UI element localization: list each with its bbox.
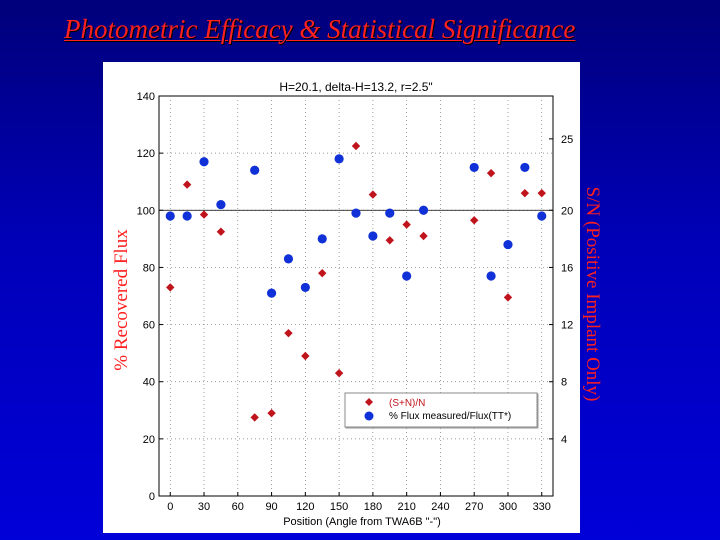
x-tick-label: 300 (499, 501, 517, 513)
flux-point (402, 271, 412, 281)
legend-sn-marker (365, 398, 373, 406)
chart-background (103, 62, 580, 533)
sn-point (267, 408, 276, 418)
x-tick-label: 270 (465, 501, 483, 513)
legend-box (344, 392, 538, 428)
sn-point (301, 351, 310, 361)
y-tick-label: 120 (137, 148, 155, 160)
flux-point (300, 282, 310, 293)
x-axis-label: Position (Angle from TWA6B "-") (283, 516, 441, 528)
y2-tick-label: 4 (561, 434, 567, 446)
flux-point (537, 211, 547, 221)
plot-area (158, 95, 554, 497)
x-tick-label: 330 (533, 501, 551, 513)
y-tick-label: 40 (143, 377, 155, 389)
flux-point (216, 199, 226, 210)
y-tick-label: 140 (137, 91, 155, 103)
y2-tick-label: 16 (561, 262, 573, 274)
y-axis-label-right: S/N (Positive Implant Only) (582, 186, 603, 402)
legend: (S+N)/N % Flux measured/Flux(TT*) (344, 392, 538, 428)
sn-point (166, 283, 175, 292)
chart-title: H=20.1, delta-H=13.2, r=2.5" (279, 80, 432, 94)
y-tick-label: 80 (143, 262, 155, 274)
flux-point (334, 154, 344, 164)
flux-point (351, 208, 361, 218)
sn-point (402, 220, 411, 229)
flux-point (385, 208, 395, 218)
sn-point (334, 368, 344, 378)
sn-point (419, 231, 428, 241)
flux-point (182, 211, 192, 221)
sn-point (199, 210, 209, 219)
flux-point (199, 157, 209, 167)
slide-title: Photometric Efficacy & Statistical Signi… (64, 14, 576, 44)
flux-point (368, 231, 378, 241)
y2-tick-label: 12 (561, 320, 573, 332)
sn-point (537, 188, 546, 198)
y2-tick-label: 8 (561, 377, 567, 389)
flux-point (283, 254, 294, 264)
sn-point (486, 168, 496, 178)
legend-flux-label: % Flux measured/Flux(TT*) (389, 411, 511, 422)
flux-point (469, 162, 479, 173)
x-tick-label: 150 (330, 501, 348, 513)
x-tick-label: 240 (431, 501, 449, 513)
y-tick-label: 60 (143, 320, 155, 332)
flux-point (418, 205, 429, 215)
flux-point (250, 165, 260, 175)
sn-point (216, 227, 226, 236)
flux-point (503, 239, 513, 250)
sn-point (182, 180, 192, 189)
x-tick-label: 60 (232, 501, 244, 513)
sn-point (351, 141, 361, 151)
axes: 0 30 60 90 120 150 180 210 240 270 300 330 0 20 40 60 80… (137, 91, 574, 513)
sn-point (250, 413, 259, 422)
sn-point (503, 293, 513, 302)
legend-sn-label: (S+N)/N (389, 398, 425, 409)
x-tick-label: 0 (167, 501, 173, 513)
sn-point (470, 216, 479, 225)
y2-tick-label: 20 (561, 205, 573, 217)
flux-point (486, 271, 496, 281)
data-marks (165, 141, 547, 422)
flux-point (317, 234, 327, 244)
x-tick-label: 210 (397, 501, 415, 513)
y-tick-label: 20 (143, 434, 155, 446)
flux-point (520, 162, 530, 173)
x-tick-label: 90 (265, 501, 277, 513)
y-axis-label-left: % Recovered Flux (111, 229, 132, 371)
flux-point (266, 288, 277, 298)
x-tick-label: 120 (296, 501, 314, 513)
sn-point (318, 268, 327, 278)
y-tick-label: 100 (137, 205, 155, 217)
x-tick-label: 180 (364, 501, 382, 513)
flux-point (165, 211, 175, 221)
legend-flux-marker (364, 411, 374, 421)
x-tick-label: 30 (198, 501, 210, 513)
sn-point (520, 188, 530, 198)
y-tick-label: 0 (149, 491, 155, 503)
sn-point (385, 236, 394, 245)
y2-tick-label: 25 (561, 134, 573, 146)
sn-point (284, 328, 293, 338)
sn-point (368, 190, 378, 199)
